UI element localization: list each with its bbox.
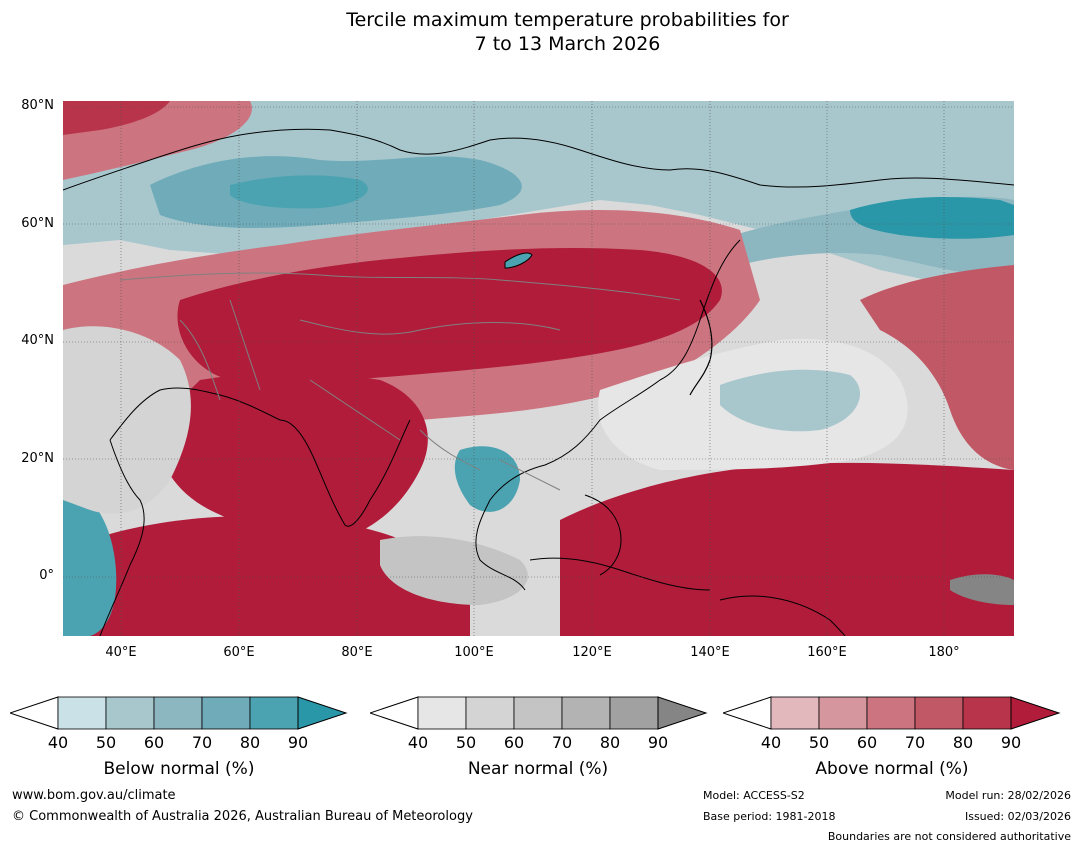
lon-label-160e: 160°E xyxy=(807,645,847,660)
north-pacific-above xyxy=(860,265,1014,470)
asia-above-core xyxy=(177,247,722,383)
near-swatch-60 xyxy=(513,696,563,730)
far-east-below-core xyxy=(850,197,1014,239)
above-swatch-40 xyxy=(770,696,820,730)
above-max-extension xyxy=(1010,696,1061,730)
near-normal-ticks: 40 50 60 70 80 90 xyxy=(370,733,710,752)
below-swatch-40 xyxy=(57,696,107,730)
below-swatch-70 xyxy=(201,696,251,730)
lon-label-180: 180° xyxy=(928,645,960,660)
below-tick: 90 xyxy=(287,733,309,752)
below-min-extension xyxy=(10,696,59,730)
below-swatch-50 xyxy=(105,696,155,730)
near-min-extension xyxy=(370,696,419,730)
coastlines xyxy=(63,128,1014,636)
pacific-dark-near xyxy=(950,574,1014,605)
above-tick: 60 xyxy=(856,733,878,752)
above-normal-colorbar xyxy=(723,694,1063,734)
indonesia-near-patch xyxy=(380,536,528,605)
near-tick: 60 xyxy=(503,733,525,752)
lon-label-40e: 40°E xyxy=(105,645,137,660)
near-max-extension xyxy=(657,696,708,730)
lon-label-100e: 100°E xyxy=(454,645,494,660)
indian-ocean-above xyxy=(63,516,470,636)
near-tick: 50 xyxy=(455,733,477,752)
below-tick: 40 xyxy=(47,733,69,752)
disclaimer-text: Boundaries are not considered authoritat… xyxy=(827,830,1071,843)
india-above-region xyxy=(157,372,428,541)
above-normal-title: Above normal (%) xyxy=(815,759,969,779)
below-max-extension xyxy=(297,696,348,730)
below-tick: 60 xyxy=(143,733,165,752)
above-tick: 90 xyxy=(1000,733,1022,752)
near-swatch-40 xyxy=(417,696,467,730)
above-swatch-60 xyxy=(866,696,916,730)
above-min-extension xyxy=(723,696,772,730)
pacific-above-region xyxy=(560,462,1014,636)
base-period-text: Base period: 1981-2018 xyxy=(703,810,836,823)
country-borders xyxy=(119,272,681,491)
east-africa-below xyxy=(63,480,117,636)
lon-label-140e: 140°E xyxy=(690,645,730,660)
above-swatch-50 xyxy=(818,696,868,730)
siberia-below-deep xyxy=(230,175,368,209)
above-tick: 80 xyxy=(952,733,974,752)
lon-label-80e: 80°E xyxy=(341,645,373,660)
title-line-1: Tercile maximum temperature probabilitie… xyxy=(346,9,789,31)
near-tick: 40 xyxy=(407,733,429,752)
near-tick: 80 xyxy=(599,733,621,752)
lat-label-40n: 40°N xyxy=(21,333,54,348)
above-tick: 50 xyxy=(808,733,830,752)
below-normal-colorbar-swatches xyxy=(10,696,348,730)
se-asia-below-patch xyxy=(454,446,520,512)
below-tick: 80 xyxy=(239,733,261,752)
above-swatch-70 xyxy=(914,696,964,730)
lat-label-80n: 80°N xyxy=(21,98,54,113)
near-normal-title: Near normal (%) xyxy=(467,759,609,779)
below-normal-title: Below normal (%) xyxy=(103,759,255,779)
below-tick: 70 xyxy=(191,733,213,752)
near-normal-colorbar xyxy=(370,694,710,734)
below-tick: 50 xyxy=(95,733,117,752)
lat-label-0: 0° xyxy=(39,568,54,583)
near-tick: 70 xyxy=(551,733,573,752)
below-swatch-60 xyxy=(153,696,203,730)
near-swatch-50 xyxy=(465,696,515,730)
above-normal-colorbar-swatches xyxy=(723,696,1061,730)
lake-baikal xyxy=(504,252,533,269)
lat-label-60n: 60°N xyxy=(21,216,54,231)
model-text: Model: ACCESS-S2 xyxy=(703,789,805,802)
above-normal-ticks: 40 50 60 70 80 90 xyxy=(723,733,1063,752)
map-field xyxy=(63,101,1014,636)
copyright-text: © Commonwealth of Australia 2026, Austra… xyxy=(12,809,473,824)
near-swatch-70 xyxy=(561,696,611,730)
near-tick: 90 xyxy=(647,733,669,752)
model-run-text: Model run: 28/02/2026 xyxy=(945,789,1071,802)
lon-label-60e: 60°E xyxy=(223,645,255,660)
above-tick: 70 xyxy=(904,733,926,752)
arctic-above-core xyxy=(63,101,170,135)
below-normal-colorbar xyxy=(10,694,350,734)
lat-label-20n: 20°N xyxy=(21,451,54,466)
website-text: www.bom.gov.au/climate xyxy=(12,788,176,803)
below-normal-ticks: 40 50 60 70 80 90 xyxy=(10,733,350,752)
graticule xyxy=(63,101,1014,636)
title-line-2: 7 to 13 March 2026 xyxy=(474,33,661,55)
lon-label-120e: 120°E xyxy=(572,645,612,660)
arabia-near-region xyxy=(63,326,191,514)
above-tick: 40 xyxy=(760,733,782,752)
pacific-below-patch xyxy=(720,369,860,432)
below-swatch-80 xyxy=(249,696,299,730)
above-swatch-80 xyxy=(962,696,1012,730)
near-swatch-80 xyxy=(609,696,659,730)
issued-text: Issued: 02/03/2026 xyxy=(964,810,1071,823)
map-title: Tercile maximum temperature probabilitie… xyxy=(0,8,1081,56)
near-normal-colorbar-swatches xyxy=(370,696,708,730)
